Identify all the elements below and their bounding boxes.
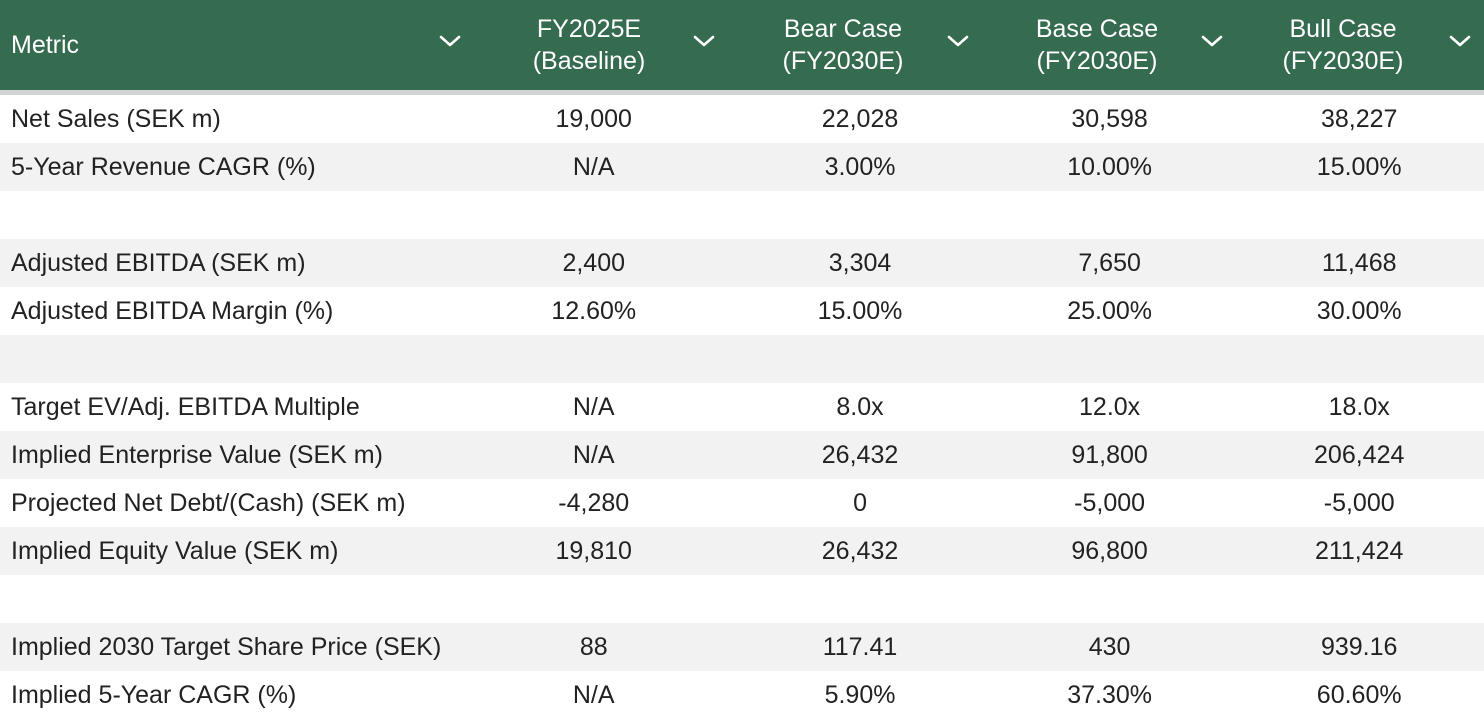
metric-cell: Implied Enterprise Value (SEK m) — [11, 440, 383, 469]
chevron-down-icon[interactable] — [1200, 33, 1224, 49]
metric-cell: Adjusted EBITDA (SEK m) — [11, 248, 306, 277]
bull-case-cell: 30.00% — [1316, 296, 1402, 325]
bull-case-cell: -5,000 — [1323, 488, 1395, 517]
table-row: Implied Enterprise Value (SEK m) N/A 26,… — [0, 431, 1484, 479]
fy2025e-cell: N/A — [572, 392, 615, 421]
base-case-cell: 12.0x — [1079, 392, 1141, 421]
column-header-label: Bear Case (FY2030E) — [782, 15, 904, 75]
chevron-down-icon[interactable] — [946, 33, 970, 49]
bull-case-cell: 939.16 — [1320, 632, 1398, 661]
chevron-down-icon[interactable] — [438, 33, 462, 49]
bear-case-cell: 3,304 — [828, 248, 892, 277]
chevron-down-icon[interactable] — [1448, 33, 1472, 49]
chevron-down-icon[interactable] — [692, 33, 716, 49]
table-row: Projected Net Debt/(Cash) (SEK m) -4,280… — [0, 479, 1484, 527]
metric-cell: Target EV/Adj. EBITDA Multiple — [11, 392, 360, 421]
base-case-cell: 30,598 — [1071, 104, 1148, 133]
column-header-bear-case[interactable]: Bear Case (FY2030E) — [738, 0, 992, 90]
bull-case-cell: 60.60% — [1316, 680, 1402, 709]
bear-case-cell: 117.41 — [822, 632, 898, 661]
bull-case-cell: 38,227 — [1320, 104, 1398, 133]
table-row: Target EV/Adj. EBITDA Multiple N/A 8.0x … — [0, 383, 1484, 431]
fy2025e-cell: 12.60% — [551, 296, 637, 325]
table-row: 5-Year Revenue CAGR (%) N/A 3.00% 10.00%… — [0, 143, 1484, 191]
bull-case-cell: 206,424 — [1314, 440, 1405, 469]
fy2025e-cell: -4,280 — [558, 488, 630, 517]
base-case-cell: 96,800 — [1071, 536, 1148, 565]
table-row-spacer — [0, 335, 1484, 383]
bull-case-cell: 11,468 — [1321, 248, 1397, 277]
metric-cell: Net Sales (SEK m) — [11, 104, 221, 133]
bull-case-cell: 18.0x — [1328, 392, 1390, 421]
column-header-metric[interactable]: Metric — [0, 0, 484, 90]
bear-case-cell: 0 — [853, 488, 867, 517]
bear-case-cell: 22,028 — [821, 104, 899, 133]
column-header-fy2025e[interactable]: FY2025E (Baseline) — [484, 0, 738, 90]
bear-case-cell: 8.0x — [836, 392, 884, 421]
fy2025e-cell: N/A — [572, 440, 615, 469]
bear-case-cell: 26,432 — [821, 536, 899, 565]
table-row: Adjusted EBITDA (SEK m) 2,400 3,304 7,65… — [0, 239, 1484, 287]
table-row-spacer — [0, 575, 1484, 623]
bull-case-cell: 15.00% — [1316, 152, 1402, 181]
table-header: Metric FY2025E (Baseline) Bear Case (FY2… — [0, 0, 1484, 95]
base-case-cell: 430 — [1088, 632, 1131, 661]
fy2025e-cell: 2,400 — [562, 248, 625, 277]
column-header-base-case[interactable]: Base Case (FY2030E) — [992, 0, 1246, 90]
bear-case-cell: 15.00% — [817, 296, 903, 325]
table-row: Adjusted EBITDA Margin (%) 12.60% 15.00%… — [0, 287, 1484, 335]
base-case-cell: 25.00% — [1067, 296, 1152, 325]
base-case-cell: -5,000 — [1074, 488, 1146, 517]
table-row: Implied 2030 Target Share Price (SEK) 88… — [0, 623, 1484, 671]
base-case-cell: 7,650 — [1078, 248, 1141, 277]
column-header-label: Base Case (FY2030E) — [1035, 15, 1159, 75]
fy2025e-cell: 19,810 — [555, 536, 632, 565]
metric-cell: Implied Equity Value (SEK m) — [11, 536, 339, 565]
base-case-cell: 37.30% — [1067, 680, 1152, 709]
metric-cell: Adjusted EBITDA Margin (%) — [11, 296, 334, 325]
bear-case-cell: 3.00% — [824, 152, 896, 181]
metric-cell: Projected Net Debt/(Cash) (SEK m) — [11, 488, 406, 517]
base-case-cell: 10.00% — [1067, 152, 1152, 181]
bull-case-cell: 211,424 — [1314, 536, 1404, 565]
metric-cell: Implied 5-Year CAGR (%) — [11, 680, 297, 709]
fy2025e-cell: N/A — [572, 152, 615, 181]
column-header-label: Bull Case (FY2030E) — [1282, 15, 1404, 75]
table-row: Net Sales (SEK m) 19,000 22,028 30,598 3… — [0, 95, 1484, 143]
table-row-spacer — [0, 191, 1484, 239]
metric-cell: Implied 2030 Target Share Price (SEK) — [11, 632, 442, 661]
column-header-bull-case[interactable]: Bull Case (FY2030E) — [1246, 0, 1484, 90]
column-header-label: FY2025E (Baseline) — [532, 15, 646, 75]
bear-case-cell: 5.90% — [824, 680, 896, 709]
metric-cell: 5-Year Revenue CAGR (%) — [11, 152, 316, 181]
base-case-cell: 91,800 — [1071, 440, 1148, 469]
fy2025e-cell: N/A — [572, 680, 615, 709]
table-row: Implied Equity Value (SEK m) 19,810 26,4… — [0, 527, 1484, 575]
table-body: Net Sales (SEK m) 19,000 22,028 30,598 3… — [0, 95, 1484, 719]
fy2025e-cell: 88 — [579, 632, 608, 661]
table-row: Implied 5-Year CAGR (%) N/A 5.90% 37.30%… — [0, 671, 1484, 719]
column-header-label: Metric — [11, 31, 80, 59]
fy2025e-cell: 19,000 — [555, 104, 632, 133]
bear-case-cell: 26,432 — [821, 440, 899, 469]
